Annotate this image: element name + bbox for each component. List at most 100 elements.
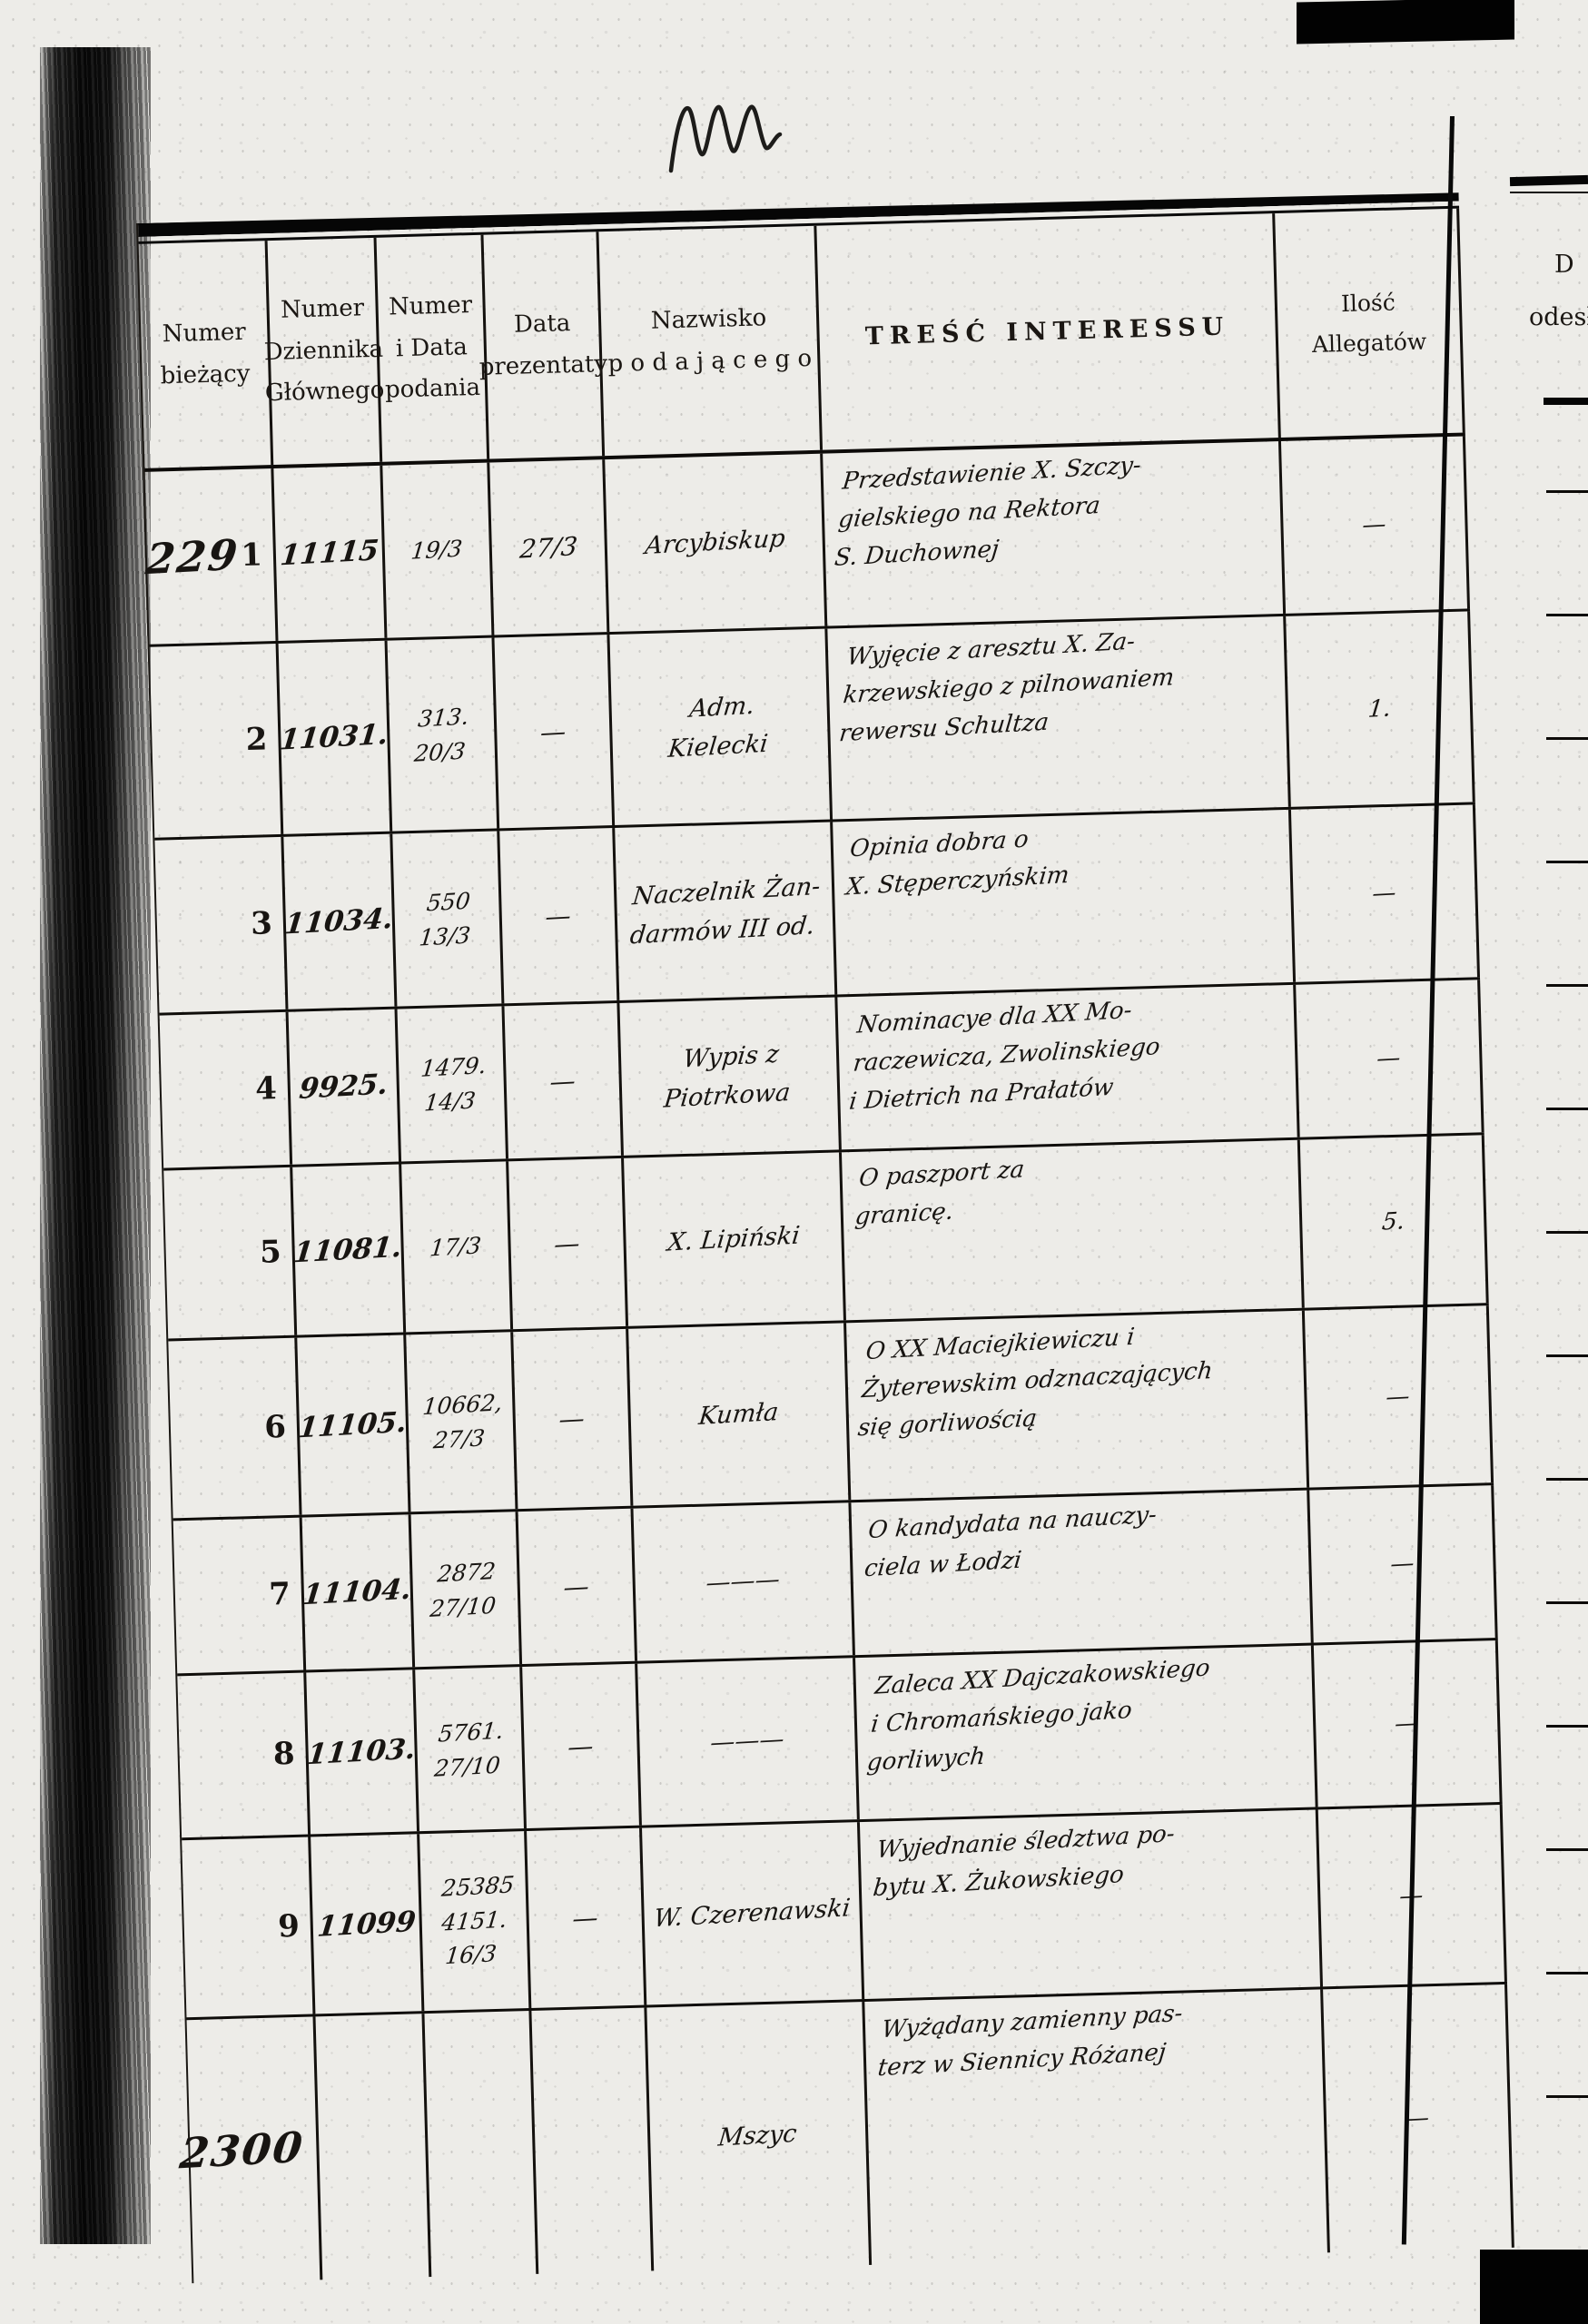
tresc-text: O XX Maciejkiewiczu i Żyterewskim odznac… bbox=[856, 1323, 1215, 1443]
dziennik-number: 11099 bbox=[315, 1905, 418, 1944]
podania-value: 19/3 bbox=[409, 535, 465, 566]
tresc-cell: O XX Maciejkiewiczu i Żyterewskim odznac… bbox=[846, 1310, 1310, 1501]
prezentaty-cell: — bbox=[499, 827, 620, 1004]
dziennik-cell: 11105. bbox=[297, 1334, 411, 1515]
tresc-cell: Opinia dobra o X. Stęperczyńskim bbox=[833, 809, 1297, 995]
podania-value: 25385 4151. 16/3 bbox=[439, 1871, 516, 1970]
ruled-line bbox=[1546, 1848, 1588, 1851]
entry-number-printed: 5 bbox=[259, 1233, 282, 1271]
allegaty-cell: — bbox=[1290, 804, 1480, 982]
podania-cell: 17/3 bbox=[401, 1161, 514, 1333]
entry-number-printed: 4 bbox=[254, 1070, 278, 1108]
table-row: 3 11034. 550 13/3 — Naczelnik Żan- darmó… bbox=[154, 804, 1481, 1016]
numer-biezacy-cell: 9 bbox=[182, 1837, 316, 2018]
tresc-cell: Wyjednanie śledztwa po- bytu X. Żukowski… bbox=[859, 1809, 1324, 2000]
registry-table: Numer bieżący Numer Dziennika Głównego N… bbox=[136, 187, 1514, 2284]
ruled-line bbox=[1546, 614, 1588, 616]
tresc-cell: O kandydata na nauczy- ciela w Łodzi bbox=[851, 1490, 1314, 1656]
podania-cell: 2872 27/10 bbox=[410, 1512, 523, 1668]
nazwisko-cell: Kumła bbox=[628, 1323, 852, 1506]
allegaty-cell: 1. bbox=[1286, 611, 1475, 807]
right-page-heavy-rule bbox=[1544, 398, 1588, 405]
numer-biezacy-cell: 8 bbox=[177, 1672, 311, 1838]
nazwisko-value: W. Czerenawski bbox=[652, 1894, 852, 1934]
tresc-text: Zaleca XX Dajczakowskiego i Chromańskieg… bbox=[865, 1654, 1212, 1777]
entry-number-printed: 7 bbox=[268, 1575, 291, 1613]
header-ilosc-allegatow: Ilość Allegatów bbox=[1275, 208, 1465, 438]
allegaty-cell: — bbox=[1323, 1984, 1514, 2253]
ruled-line bbox=[1546, 1725, 1588, 1728]
allegaty-cell: — bbox=[1309, 1485, 1498, 1643]
tresc-cell: Zaleca XX Dajczakowskiego i Chromańskieg… bbox=[855, 1645, 1318, 1820]
dziennik-number: 9925. bbox=[297, 1068, 390, 1106]
header-numer-biezacy: Numer bieżący bbox=[138, 241, 274, 468]
tresc-cell: Wyżądany zamienny pas- terz w Siennicy R… bbox=[864, 1989, 1330, 2265]
prezentaty-value: — bbox=[547, 1065, 577, 1097]
podania-cell: 550 13/3 bbox=[392, 831, 505, 1007]
allegaty-value: — bbox=[1375, 1044, 1402, 1073]
scan-artifact-bottom-bar bbox=[1480, 2250, 1588, 2324]
header-tresc-interessu: TREŚĆ INTERESSU bbox=[816, 213, 1281, 450]
allegaty-value: 1. bbox=[1366, 694, 1392, 724]
allegaty-value: — bbox=[1384, 1382, 1412, 1412]
dziennik-number: 11034. bbox=[283, 901, 395, 941]
dziennik-number: 11105. bbox=[297, 1405, 409, 1444]
tresc-text: Wyjęcie z aresztu X. Za- krzewskiego z p… bbox=[837, 627, 1176, 748]
dziennik-cell: 11081. bbox=[291, 1164, 407, 1335]
ruled-line bbox=[1546, 1354, 1588, 1357]
podania-value: 17/3 bbox=[429, 1232, 483, 1262]
tresc-text: Wyjednanie śledztwa po- bytu X. Żukowski… bbox=[871, 1820, 1177, 1903]
table-row: 2300 Mszyc Wyżądany zamienny pas- terz w… bbox=[177, 1984, 1514, 2284]
podania-value: 1479. 14/3 bbox=[419, 1051, 488, 1116]
allegaty-value: 5. bbox=[1380, 1206, 1406, 1236]
podania-cell: 1479. 14/3 bbox=[397, 1006, 509, 1162]
entry-number-printed: 9 bbox=[277, 1907, 301, 1945]
podania-cell bbox=[424, 2010, 539, 2278]
nazwisko-cell: Wypis z Piotrkowa bbox=[619, 997, 842, 1156]
nazwisko-value: ——— bbox=[708, 1725, 786, 1758]
nazwisko-cell: Naczelnik Żan- darmów III od. bbox=[615, 822, 838, 1000]
ruled-line bbox=[1546, 490, 1588, 493]
tresc-cell: Wyjęcie z aresztu X. Za- krzewskiego z p… bbox=[827, 615, 1291, 820]
nazwisko-cell: Arcybiskup bbox=[605, 453, 828, 633]
prezentaty-value: — bbox=[562, 1571, 591, 1602]
table-row: 229 1 11115 19/3 27/3 Arcybiskup Przedsta… bbox=[143, 436, 1471, 647]
allegaty-value: — bbox=[1370, 879, 1398, 908]
nazwisko-value: X. Lipiński bbox=[666, 1221, 802, 1257]
nazwisko-cell: Mszyc bbox=[646, 2002, 873, 2271]
prezentaty-cell: — bbox=[527, 1827, 647, 2008]
numer-biezacy-cell: 4 bbox=[159, 1011, 293, 1168]
numer-biezacy-cell: 5 bbox=[163, 1167, 298, 1339]
prezentaty-cell: — bbox=[504, 1002, 624, 1159]
podania-value: 10662, 27/3 bbox=[420, 1389, 504, 1453]
table-header-row: Numer bieżący Numer Dziennika Głównego N… bbox=[138, 208, 1465, 472]
tresc-text: Wyżądany zamienny pas- terz w Siennicy R… bbox=[876, 1999, 1184, 2083]
dziennik-cell: 11099 bbox=[311, 1834, 425, 2014]
nazwisko-value: Kumła bbox=[696, 1397, 780, 1431]
table-row: 2 11031. 313. 20/3 — Adm. Kielecki Wyjęc… bbox=[149, 611, 1475, 841]
nazwisko-value: ——— bbox=[705, 1565, 782, 1599]
right-page-top-rule-thin bbox=[1510, 192, 1588, 193]
nazwisko-cell: ——— bbox=[633, 1502, 855, 1661]
numer-biezacy-cell: 2 bbox=[149, 643, 284, 838]
prezentaty-cell: — bbox=[513, 1328, 634, 1510]
podania-cell: 313. 20/3 bbox=[387, 637, 500, 832]
allegaty-cell: — bbox=[1296, 980, 1484, 1137]
podania-cell: 5761. 27/10 bbox=[415, 1667, 527, 1832]
tresc-text: Przedstawienie X. Szczy- gielskiego na R… bbox=[833, 451, 1143, 573]
nazwisko-value: Mszyc bbox=[716, 2120, 799, 2153]
dziennik-cell: 11031. bbox=[279, 640, 393, 834]
entry-number-printed: 2 bbox=[245, 721, 268, 758]
dziennik-number: 11104. bbox=[301, 1572, 413, 1612]
prezentaty-cell: — bbox=[518, 1508, 638, 1665]
dziennik-cell: 11104. bbox=[301, 1514, 416, 1670]
header-numer-data-podania: Numer i Data podania bbox=[376, 234, 490, 462]
prezentaty-cell: — bbox=[494, 635, 616, 829]
numer-biezacy-cell: 6 bbox=[168, 1337, 302, 1519]
tresc-text: Opinia dobra o X. Stęperczyńskim bbox=[844, 825, 1071, 901]
ruled-line bbox=[1546, 2095, 1588, 2098]
tresc-cell: O paszport za granicę. bbox=[841, 1139, 1305, 1321]
dziennik-number: 11081. bbox=[291, 1230, 404, 1269]
podania-cell: 25385 4151. 16/3 bbox=[419, 1831, 532, 2012]
right-page-header-fragment-1: D bbox=[1554, 251, 1574, 279]
